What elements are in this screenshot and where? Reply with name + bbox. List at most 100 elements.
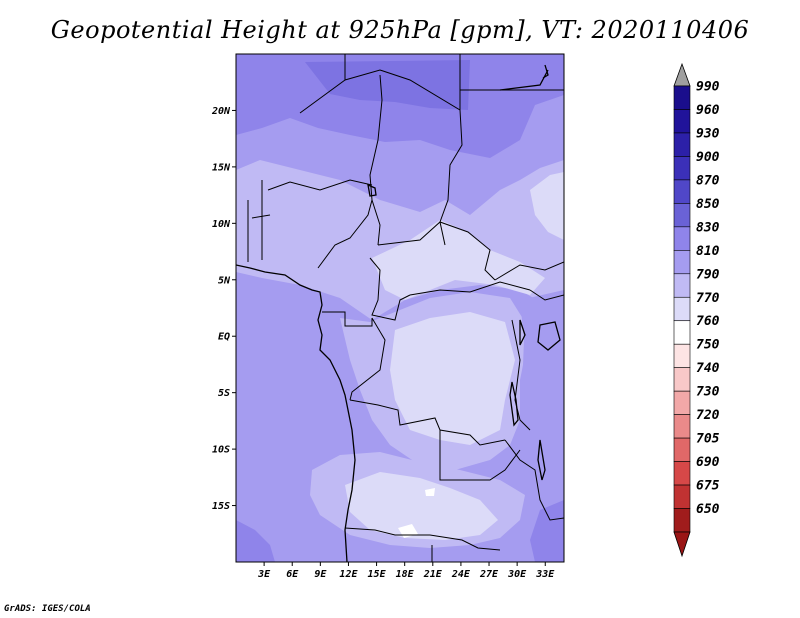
coast-east-islands [542, 64, 549, 79]
lon-tick-label: 12E [339, 569, 358, 580]
colorbar-swatch [673, 203, 691, 228]
colorbar-swatch [673, 390, 691, 415]
lon-tick-label: 21E [423, 569, 443, 580]
colorbar-swatch [673, 85, 691, 110]
colorbar-boxes: 990 960 930 900 870 850 830 810 790 770 760 750 740 7… [673, 80, 720, 533]
lake-victoria [537, 321, 561, 351]
border-angola-zambia [439, 430, 521, 481]
colorbar: 990 960 930 900 870 850 830 810 790 770 760 750 740 7… [673, 62, 720, 558]
border-cameroon-car [369, 257, 411, 321]
colorbar-bottom-arrow [673, 531, 691, 558]
longitude-axis: 3E 6E 9E 12E 15E 18E 21E 24E 27E 30E 33E [257, 562, 555, 580]
height-contour-fills [236, 54, 564, 562]
contour-770-central [390, 312, 515, 445]
lat-tick-label: 15S [212, 501, 230, 512]
colorbar-swatch [673, 296, 691, 322]
colorbar-swatch [673, 250, 691, 275]
colorbar-swatch [673, 437, 691, 462]
lake-tanganyika [509, 381, 519, 427]
lon-tick-label: 27E [479, 569, 499, 580]
contour-830-north [236, 54, 564, 158]
lon-tick-label: 6E [286, 569, 299, 580]
latitude-axis: 20N 15N 10N 5N EQ 5S 10S 15S [211, 106, 236, 512]
border-gabon [322, 311, 373, 327]
border-east-lakes [511, 319, 531, 431]
map-frame [235, 53, 565, 563]
colorbar-swatch [673, 156, 691, 181]
lat-tick-label: EQ [218, 332, 230, 343]
colorbar-label: 930 [696, 126, 720, 141]
lake-malawi [537, 439, 546, 481]
contour-810-east [520, 290, 564, 470]
grads-credit: GrADS: IGES/COLA [4, 604, 91, 614]
colorbar-label: 750 [696, 338, 720, 353]
lon-tick-label: 15E [368, 569, 387, 580]
lat-tick-label: 10N [212, 219, 231, 230]
colorbar-top-arrow [673, 62, 691, 87]
lat-tick-label: 20N [211, 106, 231, 117]
colorbar-label: 900 [696, 150, 720, 165]
coast-gulf-of-guinea [236, 264, 356, 562]
contour-770-northeast [530, 172, 564, 240]
colorbar-label: 990 [696, 80, 720, 95]
colorbar-label: 740 [696, 361, 720, 376]
border-niger-chad [369, 74, 383, 246]
lon-tick-label: 3E [257, 569, 271, 580]
colorbar-swatch [673, 320, 691, 345]
colorbar-swatch [673, 132, 691, 157]
coast-north-africa [499, 69, 549, 91]
colorbar-label: 790 [696, 267, 720, 282]
lat-tick-label: 15N [212, 162, 231, 173]
colorbar-label: 810 [696, 244, 720, 259]
lon-tick-label: 33E [535, 569, 555, 580]
border-car-drc [409, 281, 531, 296]
colorbar-label: 720 [696, 408, 720, 423]
lon-tick-label: 18E [396, 569, 415, 580]
colorbar-label: 850 [696, 197, 720, 212]
colorbar-label: 760 [696, 314, 720, 329]
border-drc-angola [349, 399, 506, 446]
contour-770-south [345, 472, 498, 540]
contour-830-north-inner [305, 60, 470, 110]
colorbar-label: 690 [696, 455, 720, 470]
colorbar-swatch [673, 109, 691, 134]
country-boundaries [247, 54, 564, 562]
contour-830-southeast [530, 500, 564, 562]
colorbar-label: 960 [696, 103, 720, 118]
border-angola-namibia [344, 527, 501, 551]
colorbar-label: 870 [696, 173, 720, 188]
lon-tick-label: 24E [451, 569, 471, 580]
colorbar-label: 650 [696, 502, 720, 517]
colorbar-label: 705 [696, 432, 720, 447]
contour-760-south-2 [425, 488, 435, 496]
border-nigeria-cameroon [317, 199, 373, 269]
colorbar-swatch [673, 508, 691, 533]
colorbar-label: 730 [696, 385, 720, 400]
colorbar-swatch [673, 273, 691, 298]
border-chad-sudan [439, 109, 463, 246]
border-south-sudan-east [494, 261, 564, 281]
border-nigeria-niger [267, 179, 373, 191]
contour-830-southwest [236, 520, 275, 562]
border-congo-drc [349, 317, 386, 401]
border-east-kenya [529, 289, 564, 301]
lon-tick-label: 30E [507, 569, 527, 580]
coastline [236, 64, 561, 562]
lake-albert [519, 319, 526, 346]
colorbar-swatch [673, 343, 691, 368]
colorbar-swatch [673, 179, 691, 204]
colorbar-label: 675 [696, 479, 720, 494]
colorbar-swatch [673, 414, 691, 439]
lon-tick-label: 9E [314, 569, 327, 580]
map-panel: 20N 15N 10N 5N EQ 5S 10S 15S 3E 6E 9E 12E 15E 18E 21E… [211, 53, 565, 580]
lake-chad [367, 183, 377, 197]
border-zambia-east [504, 439, 564, 521]
contour-770-central-north [372, 220, 545, 300]
colorbar-swatch [673, 461, 691, 486]
colorbar-swatch [673, 484, 691, 509]
colorbar-label: 830 [696, 220, 720, 235]
colorbar-label: 770 [696, 291, 720, 306]
lat-tick-label: 10S [212, 445, 230, 456]
colorbar-swatch [673, 226, 691, 251]
